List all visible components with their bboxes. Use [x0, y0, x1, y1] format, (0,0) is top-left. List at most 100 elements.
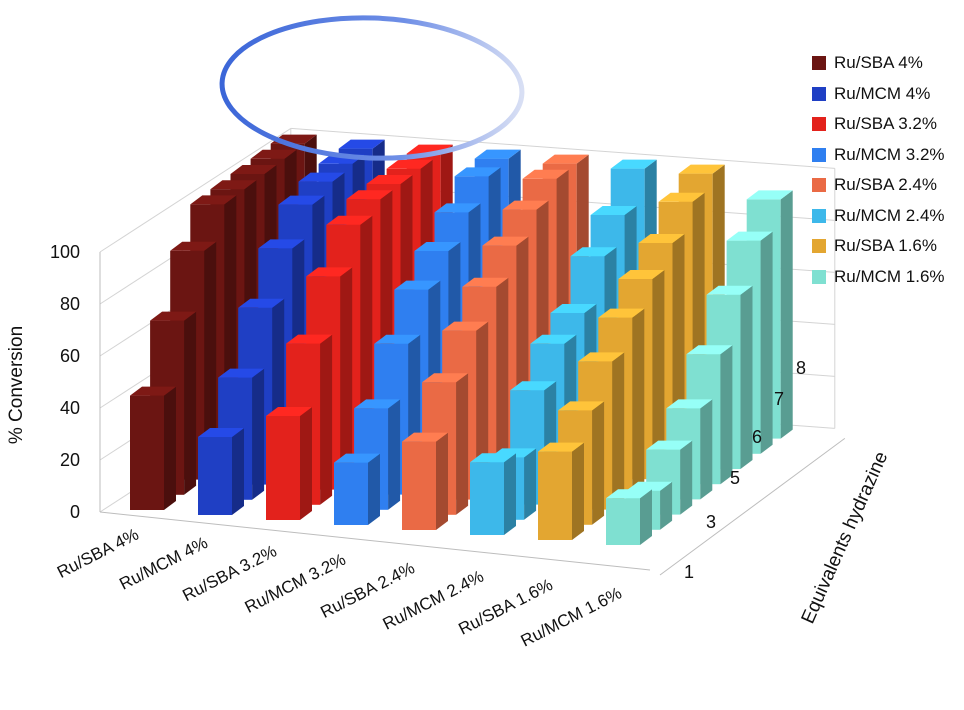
bar-side: [524, 448, 537, 520]
bar-top: [678, 164, 725, 174]
z-axis-title: Equivalents hydrazine: [798, 449, 893, 627]
bar-top: [198, 428, 244, 437]
bar-side: [640, 489, 652, 545]
legend-item: Ru/SBA 1.6%: [812, 231, 962, 262]
legend-item: Ru/MCM 2.4%: [812, 201, 962, 232]
bar-top: [482, 236, 529, 246]
bar-top: [502, 200, 549, 210]
bar-side: [252, 368, 265, 500]
bar-side: [184, 311, 197, 495]
y-tick-label: 100: [50, 242, 80, 262]
bar-top: [598, 308, 645, 318]
legend-label: Ru/SBA 4%: [834, 53, 923, 73]
bar-top: [686, 345, 733, 355]
bar-side: [632, 308, 645, 495]
legend-swatch: [812, 208, 826, 223]
legend-swatch: [812, 86, 826, 101]
bar: [130, 386, 176, 510]
legend-item: Ru/MCM 3.2%: [812, 140, 962, 171]
y-tick-label: 60: [60, 346, 80, 366]
bar-front: [606, 498, 640, 545]
legend-swatch: [812, 117, 826, 132]
bar-top: [266, 407, 312, 416]
legend: Ru/SBA 4% Ru/MCM 4% Ru/SBA 3.2% Ru/MCM 3.2%…: [812, 48, 962, 292]
bar-top: [346, 190, 393, 200]
bar-top: [278, 195, 325, 205]
legend-label: Ru/MCM 3.2%: [834, 144, 945, 164]
bar-side: [652, 270, 665, 480]
bar-top: [230, 165, 277, 174]
bar-top: [374, 334, 421, 344]
bar: [266, 407, 312, 520]
legend-item: Ru/SBA 4%: [812, 48, 962, 79]
bar-top: [462, 277, 509, 287]
bar-top: [606, 489, 652, 499]
bar-side: [504, 453, 516, 535]
bar-top: [130, 386, 176, 396]
bar-side: [340, 267, 353, 490]
bar-top: [442, 321, 489, 331]
bar-top: [538, 442, 584, 452]
bar-top: [366, 175, 413, 184]
bar-top: [610, 159, 657, 169]
bar-side: [232, 428, 244, 515]
bar-top: [558, 401, 605, 411]
legend-item: Ru/SBA 3.2%: [812, 109, 962, 140]
bar-top: [354, 399, 401, 409]
legend-item: Ru/MCM 1.6%: [812, 262, 962, 293]
y-tick-label: 0: [70, 502, 80, 522]
bar-top: [706, 285, 753, 295]
bar-top: [434, 203, 481, 213]
bar-top: [190, 195, 237, 205]
legend-swatch: [812, 178, 826, 193]
bar-top: [638, 234, 685, 243]
z-tick-label: 3: [706, 512, 716, 532]
z-tick-label: 7: [774, 389, 784, 409]
legend-swatch: [812, 56, 826, 71]
bar: [606, 489, 652, 545]
bar-top: [334, 453, 380, 463]
bar-front: [470, 462, 504, 535]
bar-side: [436, 432, 448, 530]
bar-side: [456, 373, 469, 515]
y-axis-title: % Conversion: [6, 326, 27, 444]
bar-side: [164, 386, 176, 510]
bar-top: [286, 334, 333, 344]
bar-side: [592, 401, 605, 525]
bar-side: [368, 453, 380, 525]
bar-side: [740, 285, 753, 469]
bar: [402, 432, 448, 530]
bar-top: [338, 139, 385, 149]
bar-front: [266, 416, 300, 520]
bar-top: [210, 180, 257, 190]
legend-item: Ru/SBA 2.4%: [812, 170, 962, 201]
grid-line-left: [99, 127, 292, 253]
bar-top: [626, 481, 673, 491]
bar-side: [300, 407, 312, 520]
bar-top: [726, 231, 773, 241]
z-tick-label: 8: [796, 358, 806, 378]
bar-top: [522, 169, 569, 179]
bar-top: [422, 373, 469, 383]
bar-top: [238, 298, 285, 308]
bar-top: [298, 172, 345, 182]
z-tick-label: 6: [752, 427, 762, 447]
bar-side: [320, 334, 333, 505]
bar-top: [646, 440, 693, 450]
bar: [470, 453, 516, 535]
z-tick-label: 5: [730, 468, 740, 488]
bar-top: [306, 267, 353, 277]
bar-top: [746, 190, 793, 200]
legend-label: Ru/MCM 4%: [834, 83, 931, 103]
bar-top: [590, 206, 637, 215]
bar-top: [394, 280, 441, 290]
bar-top: [542, 154, 589, 164]
z-tick-label: 1: [684, 562, 694, 582]
bar-top: [510, 381, 557, 391]
bar-top: [414, 242, 461, 251]
bar-top: [658, 192, 705, 202]
bar-top: [258, 239, 305, 249]
bar-top: [150, 311, 197, 321]
